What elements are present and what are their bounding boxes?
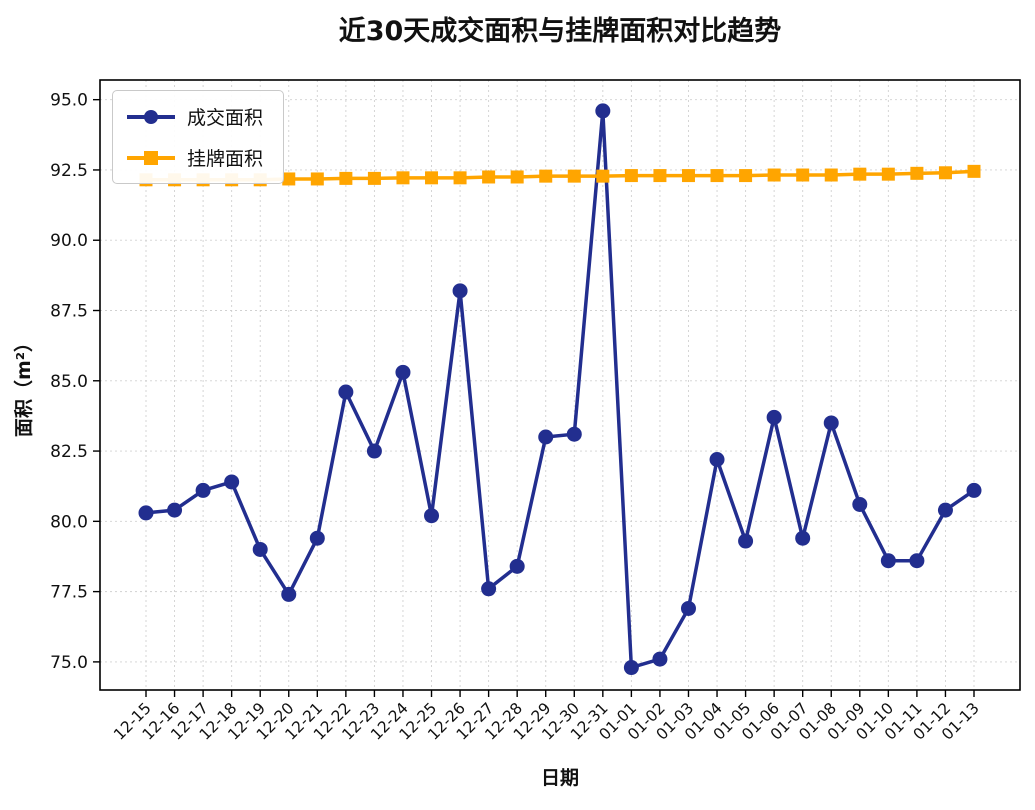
data-point-marker [909,553,925,569]
data-point-marker [282,172,296,186]
x-axis-label: 日期 [541,767,579,789]
y-tick-label: 77.5 [50,583,88,603]
data-point-marker [425,171,439,185]
data-point-marker [739,169,753,183]
data-point-marker [823,415,839,431]
data-point-marker [938,166,952,180]
y-tick-label: 85.0 [50,372,88,392]
data-point-marker [795,530,811,546]
data-point-marker [652,651,668,667]
data-point-marker [710,169,724,183]
y-tick-label: 75.0 [50,653,88,673]
legend: 成交面积 挂牌面积 [112,90,285,184]
data-point-marker [482,170,496,184]
data-point-marker [881,167,895,181]
data-point-marker [595,103,611,119]
data-point-marker [396,171,410,185]
legend-label-listing-area: 挂牌面积 [187,148,264,170]
data-point-marker [309,530,325,546]
chart-title: 近30天成交面积与挂牌面积对比趋势 [339,15,782,47]
data-point-marker [481,581,497,597]
data-point-marker [910,166,924,180]
data-point-marker [281,586,297,602]
plot-border [99,79,1021,691]
data-point-marker [167,502,183,518]
data-point-marker [310,172,324,186]
y-tick-label: 90.0 [50,231,88,251]
data-point-marker [339,171,353,185]
data-point-marker [624,169,638,183]
data-point-marker [452,283,468,299]
data-point-marker [138,505,154,521]
data-point-marker [395,364,411,380]
series-layer [138,103,982,676]
y-tick-label: 82.5 [50,442,88,462]
data-point-marker [967,164,981,178]
data-point-marker [596,169,610,183]
data-point-marker [252,541,268,557]
data-point-marker [681,169,695,183]
legend-label-deal-area: 成交面积 [187,107,264,129]
data-point-marker [424,508,440,524]
y-tick-label: 80.0 [50,512,88,532]
y-tick-label: 92.5 [50,161,88,181]
data-point-marker [623,660,639,676]
data-point-marker [766,409,782,425]
data-point-marker [224,474,240,490]
y-axis-label: 面积（m²） [12,333,35,437]
data-point-marker [680,600,696,616]
data-point-marker [538,429,554,445]
data-point-marker [966,482,982,498]
data-point-marker [366,443,382,459]
data-point-marker [738,533,754,549]
data-point-marker [824,168,838,182]
data-point-marker [567,169,581,183]
y-tick-label: 95.0 [50,91,88,111]
data-point-marker [653,169,667,183]
legend-line-circle-marker-icon [127,109,175,125]
legend-item-deal-area: 成交面积 [127,103,263,130]
series-line-0 [144,109,976,670]
data-point-marker [338,384,354,400]
y-tick-label: 87.5 [50,302,88,322]
data-point-marker [853,167,867,181]
data-point-marker [509,558,525,574]
data-point-marker [852,496,868,512]
data-point-marker [539,169,553,183]
legend-line-square-marker-icon [127,150,175,166]
data-point-marker [767,168,781,182]
data-point-marker [880,553,896,569]
data-point-marker [709,451,725,467]
data-point-marker [510,170,524,184]
data-point-marker [937,502,953,518]
legend-item-listing-area: 挂牌面积 [127,144,263,171]
data-point-marker [566,426,582,442]
data-point-marker [796,168,810,182]
data-point-marker [195,482,211,498]
data-point-marker [453,171,467,185]
data-point-marker [367,171,381,185]
